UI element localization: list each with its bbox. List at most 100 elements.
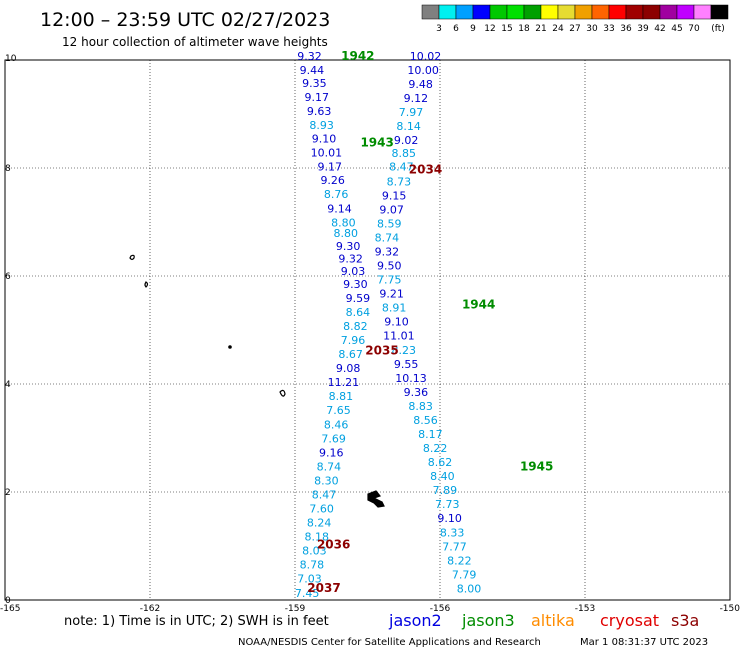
x-tick-label: -159 [285,604,306,614]
satellite-legend: jason2 jason3 altika cryosat s3a [388,611,699,630]
wave-height-label: 7.45 [295,587,320,600]
colorbar-swatch [693,4,712,20]
wave-height-label: 9.10 [312,133,337,146]
y-tick-label: 2 [5,488,11,498]
wave-height-label: 8.83 [408,400,433,413]
wave-height-label: 7.97 [399,106,424,119]
wave-height-label: 9.30 [343,278,368,291]
colorbar-label: 6 [453,24,459,34]
wave-height-label: 8.14 [396,120,421,133]
colorbar-swatch [489,4,508,20]
colorbar-label: 24 [552,24,564,34]
wave-height-label: 9.17 [318,161,343,174]
colorbar-label: 15 [501,24,512,34]
colorbar-label: 21 [535,24,546,34]
colorbar-swatch [642,4,661,20]
wave-height-label: 9.16 [319,446,344,459]
wave-height-label: 10.13 [395,372,427,385]
wave-height-label: 9.32 [297,50,322,63]
wave-height-label: 9.59 [346,292,371,305]
wave-height-label: 7.69 [321,432,346,445]
footer-credit: NOAA/NESDIS Center for Satellite Applica… [238,637,541,648]
wave-height-label: 8.23 [392,344,417,357]
wave-height-label: 7.96 [341,334,366,347]
wave-height-label: 7.65 [326,404,351,417]
wave-height-label: 9.21 [379,288,404,301]
coastline-islands [129,254,385,508]
x-tick-label: -153 [575,604,595,614]
wave-height-label: 7.79 [452,568,477,581]
wave-height-label: 8.85 [392,147,417,160]
colorbar-swatch [472,4,491,20]
legend-jason3: jason3 [461,611,515,630]
colorbar-swatch [455,4,474,20]
colorbar-swatch [540,4,559,20]
y-tick-label: 4 [5,380,11,390]
wave-height-label: 11.01 [383,330,415,343]
wave-height-label: 9.35 [302,77,327,90]
wave-height-label: 8.81 [329,390,354,403]
time-label: 1943 [360,135,393,149]
colorbar-swatch [574,4,593,20]
colorbar-swatch [710,4,729,20]
wave-height-label: 9.30 [336,240,361,253]
wave-height-label: 8.22 [447,554,472,567]
wave-height-label: 9.32 [338,253,363,266]
wave-height-label: 7.77 [442,540,467,553]
wave-height-label: 9.14 [327,202,352,215]
colorbar-label: 39 [637,24,649,34]
colorbar-label: 45 [671,24,682,34]
wave-height-label: 8.33 [440,526,465,539]
colorbar-label: 42 [654,24,665,34]
gridlines [5,60,730,600]
colorbar-label: 9 [470,24,476,34]
wave-height-label: 7.60 [309,503,334,516]
wave-height-label: 8.62 [428,456,453,469]
wave-height-label: 8.47 [389,161,414,174]
wave-height-label: 8.76 [324,188,349,201]
wave-height-label: 7.73 [435,498,460,511]
colorbar-legend: 3 6 9 12 15 18 21 24 27 30 33 36 39 42 45 70 (ft) [421,4,729,34]
colorbar-swatch [523,4,542,20]
y-tick-label: 8 [5,164,11,174]
footer-timestamp: Mar 1 08:31:37 UTC 2023 [580,637,708,648]
colorbar-swatch [591,4,610,20]
wave-height-label: 9.32 [375,245,400,258]
wave-height-label: 8.47 [312,488,337,501]
colorbar-swatch [438,4,457,20]
wave-height-label: 8.03 [302,545,327,558]
wave-height-label: 9.02 [394,134,419,147]
colorbar-swatch [659,4,678,20]
colorbar-swatch [506,4,525,20]
wave-height-label: 9.17 [305,91,330,104]
wave-height-label: 9.10 [437,512,462,525]
time-label: 1945 [520,459,553,473]
x-tick-label: -156 [430,604,451,614]
plot-frame [4,59,731,601]
wave-height-label: 9.48 [408,78,433,91]
time-label: 2037 [307,581,340,595]
wave-height-label: 8.67 [338,348,363,361]
footer-note: note: 1) Time is in UTC; 2) SWH is in fe… [64,614,329,629]
colorbar-swatch [557,4,576,20]
wave-height-label: 9.10 [384,316,409,329]
x-tick-label: -165 [0,604,20,614]
wave-height-label: 9.08 [336,362,361,375]
wave-height-label: 9.50 [377,260,402,273]
wave-height-label: 10.01 [311,147,343,160]
time-label: 1942 [341,49,374,63]
wave-height-label: 8.64 [346,306,371,319]
wave-height-label: 8.17 [418,428,443,441]
colorbar-swatch [421,4,440,20]
colorbar-label: 18 [518,24,530,34]
y-tick-label: 6 [5,272,11,282]
wave-height-label: 8.74 [317,460,342,473]
wave-height-label: 8.80 [334,227,359,240]
wave-height-label: 9.12 [404,92,429,105]
wave-height-label: 10.00 [407,64,439,77]
wave-height-label: 8.40 [430,470,455,483]
wave-height-label: 9.55 [394,358,419,371]
wave-height-label: 7.75 [377,274,402,287]
